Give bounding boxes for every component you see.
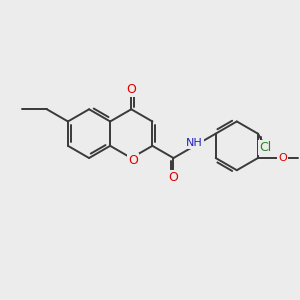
Text: O: O — [169, 171, 178, 184]
Text: O: O — [278, 153, 287, 163]
Text: NH: NH — [186, 139, 203, 148]
Text: O: O — [126, 83, 136, 96]
Text: O: O — [128, 154, 138, 167]
Text: Cl: Cl — [260, 141, 272, 154]
